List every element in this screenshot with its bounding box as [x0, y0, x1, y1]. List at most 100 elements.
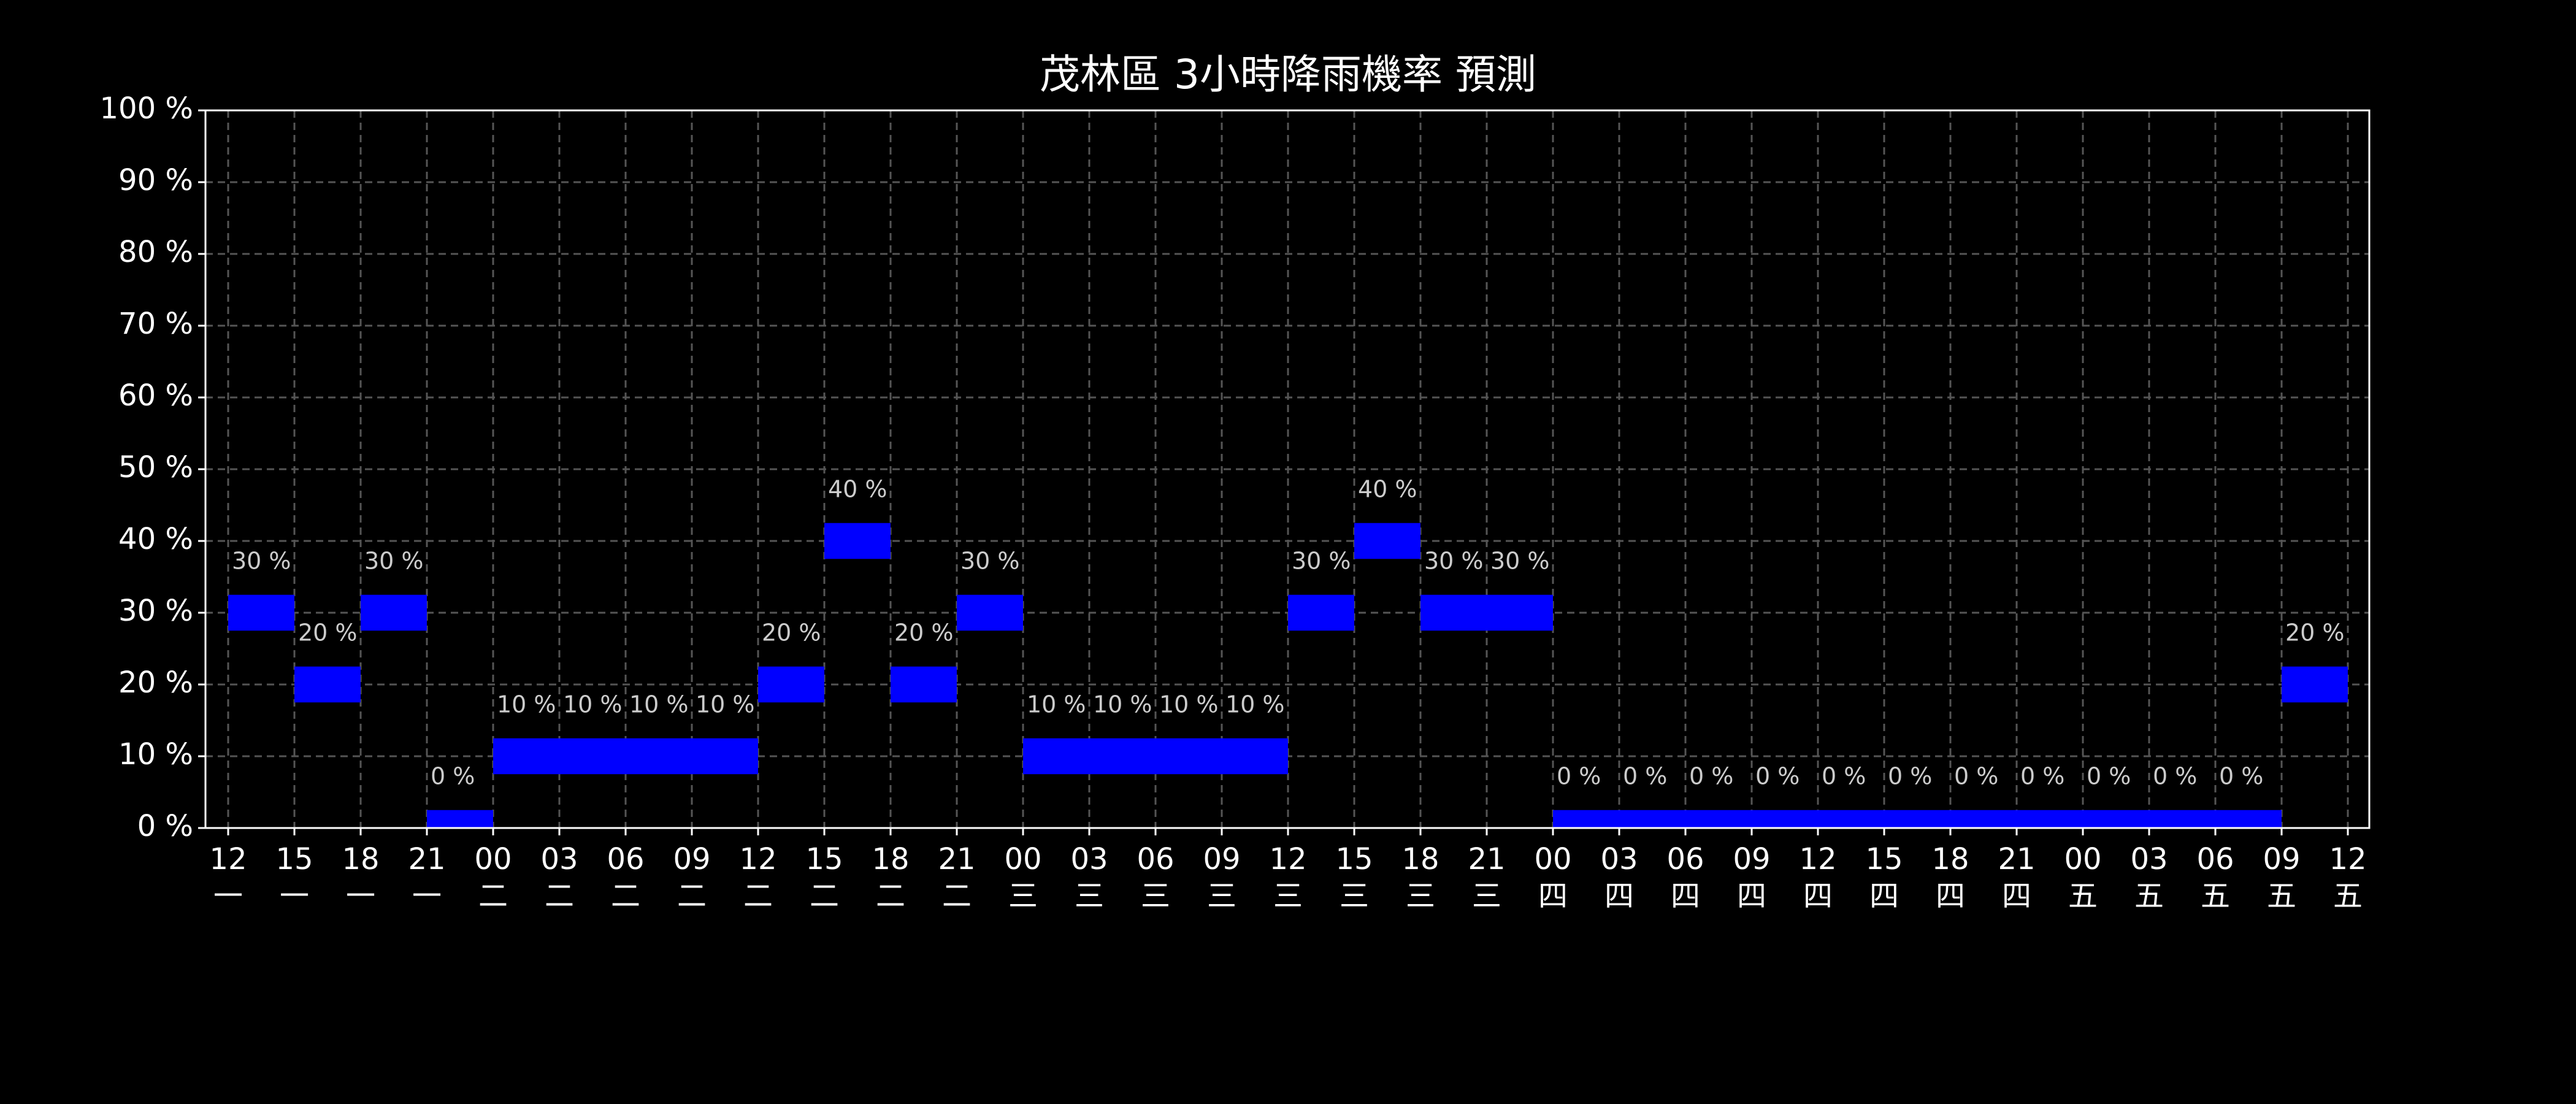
value-label: 10 % — [563, 691, 623, 718]
bar — [2017, 810, 2083, 828]
value-label: 0 % — [1822, 763, 1866, 790]
chart-title: 茂林區 3小時降雨機率 預測 — [1040, 51, 1536, 98]
y-tick-label: 20 % — [118, 665, 193, 700]
value-label: 20 % — [894, 619, 954, 646]
x-tick-label: 06 — [1666, 842, 1704, 876]
x-tick-label: 12 — [1269, 842, 1306, 876]
value-label: 30 % — [232, 548, 291, 575]
x-tick-day: 二 — [810, 879, 839, 913]
y-tick-label: 80 % — [118, 235, 193, 269]
y-tick-label: 60 % — [118, 378, 193, 413]
value-label: 10 % — [696, 691, 755, 718]
bar — [1950, 810, 2017, 828]
x-tick-label: 03 — [1600, 842, 1638, 876]
x-tick-day: 五 — [2134, 879, 2164, 913]
bar — [1752, 810, 1818, 828]
x-tick-day: 二 — [942, 879, 972, 913]
x-tick-label: 12 — [739, 842, 776, 876]
bar — [957, 594, 1023, 631]
value-label: 0 % — [2153, 763, 2197, 790]
x-tick-day: 三 — [1075, 879, 1104, 913]
x-tick-label: 18 — [342, 842, 379, 876]
bar — [1156, 738, 1222, 775]
value-label: 10 % — [1093, 691, 1152, 718]
value-label: 0 % — [1689, 763, 1733, 790]
bar — [427, 810, 493, 828]
plot-frame — [204, 109, 2371, 829]
y-tick-label: 50 % — [118, 450, 193, 485]
x-tick-day: 二 — [545, 879, 574, 913]
value-label: 10 % — [1159, 691, 1219, 718]
x-tick-label: 15 — [805, 842, 843, 876]
value-label: 0 % — [1755, 763, 1800, 790]
bar — [1619, 810, 1685, 828]
x-tick-day: 四 — [1671, 879, 1700, 913]
value-label: 0 % — [1888, 763, 1932, 790]
x-tick-label: 09 — [1203, 842, 1240, 876]
bar — [1288, 594, 1354, 631]
bar — [2149, 810, 2215, 828]
value-label: 40 % — [1358, 476, 1417, 503]
value-label: 0 % — [2219, 763, 2263, 790]
value-label: 10 % — [1225, 691, 1285, 718]
value-label: 20 % — [762, 619, 821, 646]
x-tick-day: 三 — [1141, 879, 1170, 913]
x-tick-label: 06 — [2196, 842, 2234, 876]
x-tick-day: 五 — [2201, 879, 2230, 913]
x-tick-label: 15 — [275, 842, 313, 876]
y-tick-label: 70 % — [118, 307, 193, 341]
x-tick-day: 二 — [876, 879, 905, 913]
x-tick-day: 五 — [2267, 879, 2296, 913]
value-label: 30 % — [364, 548, 424, 575]
x-tick-label: 18 — [1931, 842, 1969, 876]
bar — [361, 594, 427, 631]
x-tick-day: 一 — [280, 879, 309, 913]
x-tick-day: 二 — [611, 879, 640, 913]
value-label: 10 % — [1027, 691, 1086, 718]
value-label: 0 % — [1954, 763, 1998, 790]
bar — [1685, 810, 1752, 828]
x-tick-day: 三 — [1472, 879, 1501, 913]
value-label: 0 % — [2087, 763, 2131, 790]
bar — [1553, 810, 1619, 828]
x-tick-label: 15 — [1335, 842, 1373, 876]
x-tick-label: 21 — [1998, 842, 2035, 876]
bar — [1222, 738, 1288, 775]
x-tick-day: 二 — [478, 879, 508, 913]
x-tick-day: 二 — [677, 879, 707, 913]
x-tick-day: 四 — [2002, 879, 2031, 913]
bar — [2083, 810, 2149, 828]
value-label: 30 % — [1490, 548, 1550, 575]
bar — [294, 666, 361, 703]
x-tick-day: 四 — [1737, 879, 1766, 913]
bar — [1023, 738, 1089, 775]
value-label: 20 % — [2285, 619, 2345, 646]
value-label: 20 % — [298, 619, 358, 646]
x-tick-day: 二 — [743, 879, 773, 913]
x-tick-day: 三 — [1008, 879, 1038, 913]
bar — [559, 738, 626, 775]
value-label: 0 % — [431, 763, 475, 790]
bar — [2282, 666, 2348, 703]
x-tick-label: 09 — [2263, 842, 2300, 876]
value-label: 30 % — [960, 548, 1020, 575]
x-tick-label: 00 — [1004, 842, 1041, 876]
x-tick-label: 12 — [1799, 842, 1836, 876]
bar — [692, 738, 758, 775]
y-tick-label: 100 % — [100, 91, 193, 126]
bar — [1420, 594, 1487, 631]
bar — [1089, 738, 1156, 775]
x-tick-day: 四 — [1936, 879, 1965, 913]
value-label: 30 % — [1292, 548, 1351, 575]
x-tick-label: 18 — [1401, 842, 1439, 876]
x-tick-label: 15 — [1865, 842, 1903, 876]
bar — [1487, 594, 1553, 631]
x-tick-day: 一 — [346, 879, 375, 913]
y-tick-label: 40 % — [118, 522, 193, 556]
x-tick-label: 00 — [474, 842, 512, 876]
x-tick-label: 09 — [673, 842, 710, 876]
value-label: 0 % — [1557, 763, 1601, 790]
x-tick-label: 03 — [540, 842, 578, 876]
x-tick-label: 12 — [209, 842, 247, 876]
